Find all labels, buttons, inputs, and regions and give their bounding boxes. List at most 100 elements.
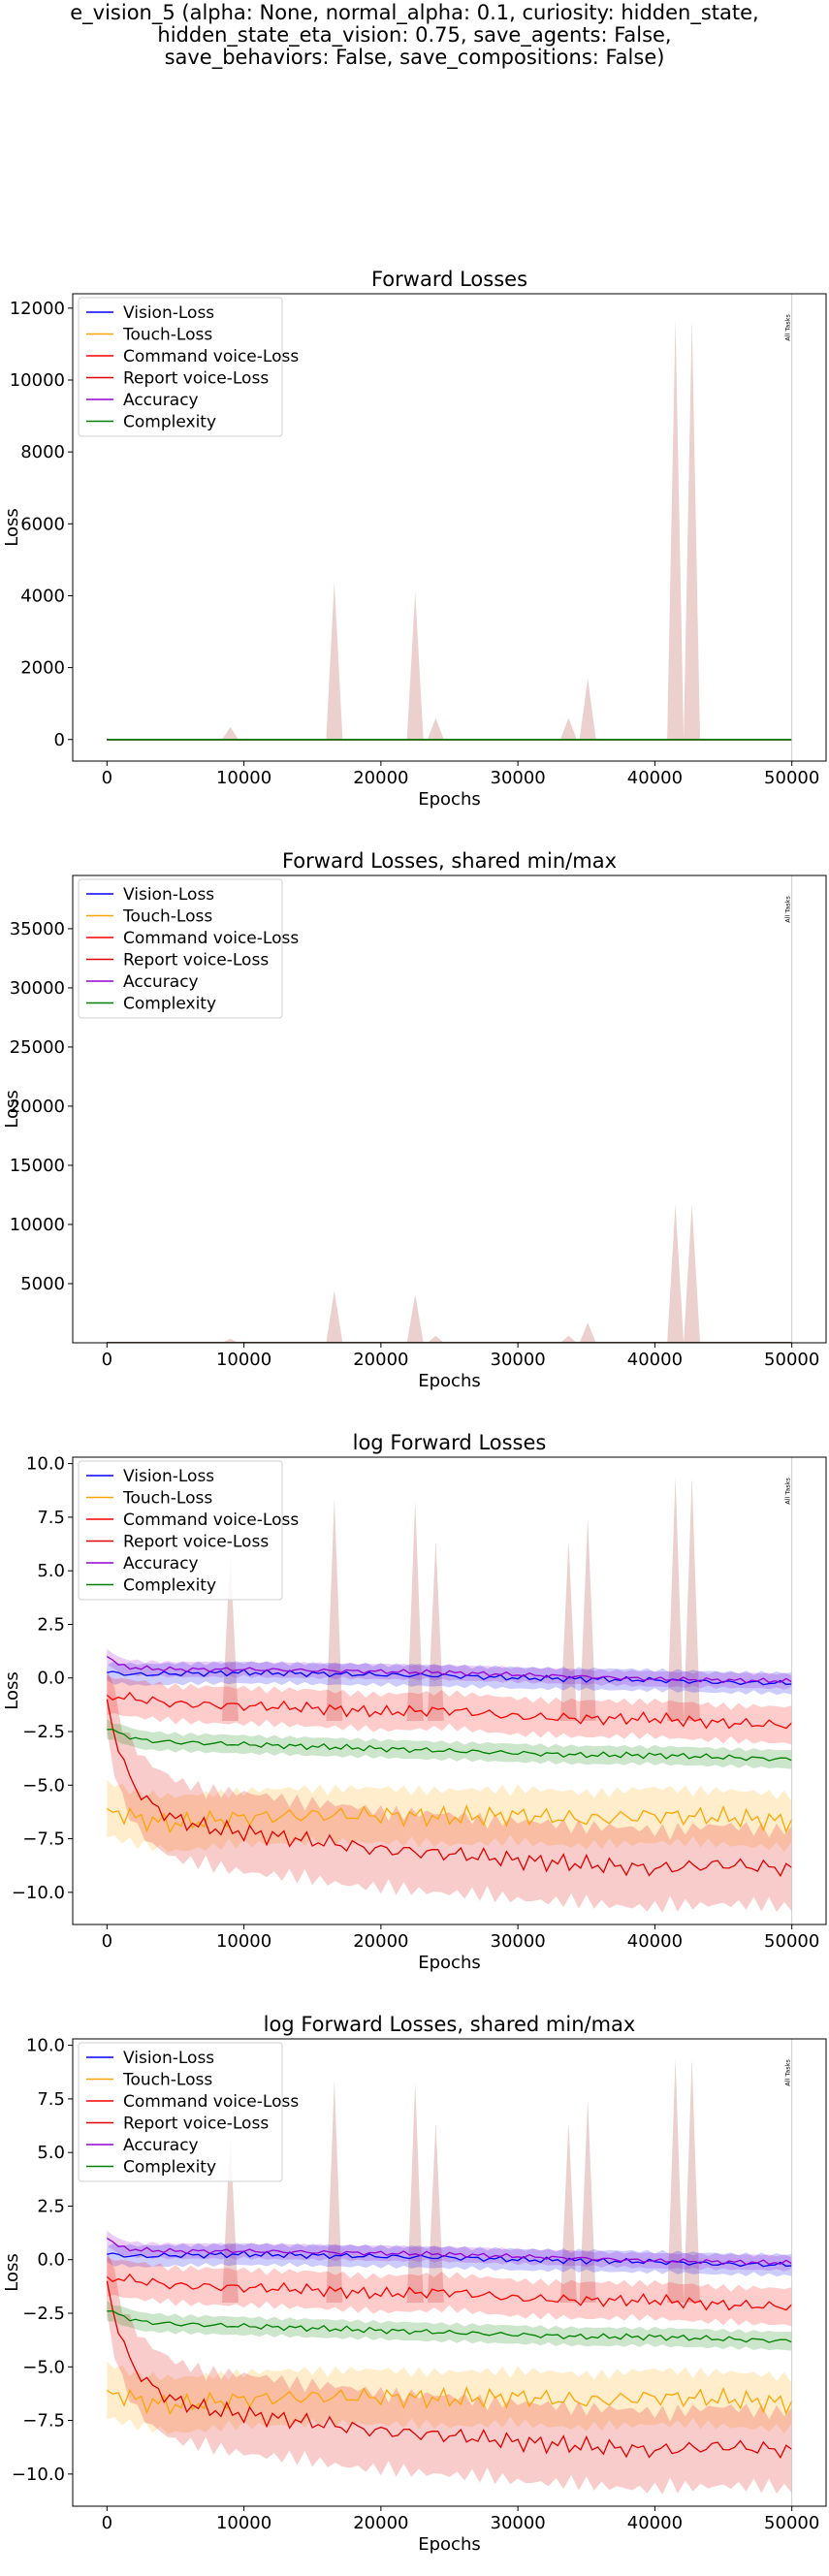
chart-title: Forward Losses (371, 268, 527, 291)
y-tick-label: 0.0 (37, 1669, 65, 1689)
task-vline-label: All Tasks (784, 314, 792, 341)
spike-5 (559, 1335, 577, 1343)
series-line-complexity (107, 2309, 792, 2343)
legend-entry: Command voice-Loss (123, 1511, 299, 1530)
plot-area (106, 1476, 793, 1913)
x-tick-label: 50000 (764, 1350, 819, 1370)
legend-entry: Report voice-Loss (123, 951, 269, 970)
series-line-command (106, 2273, 793, 2311)
x-tick-label: 10000 (216, 2513, 271, 2533)
band-command (107, 2256, 792, 2327)
task-vline-label: All Tasks (784, 896, 792, 923)
chart-title: log Forward Losses, shared min/max (264, 2013, 636, 2036)
band-complexity (107, 2301, 792, 2351)
spike-1 (222, 1338, 239, 1343)
spike-1 (222, 726, 239, 740)
y-tick-label: −5.0 (22, 1775, 65, 1796)
y-axis-label: Loss (2, 2253, 22, 2291)
legend-entry: Touch-Loss (122, 1489, 212, 1509)
y-tick-label: 2.5 (37, 1614, 65, 1635)
spike-7 (667, 1476, 685, 1721)
x-tick-label: 0 (102, 768, 112, 788)
spike-3 (406, 591, 424, 740)
y-tick-label: −7.5 (22, 1829, 65, 1850)
x-axis-label: Epochs (418, 789, 481, 810)
x-tick-label: 50000 (764, 1931, 819, 1952)
spike-7 (667, 2057, 685, 2303)
y-tick-label: 10000 (10, 1215, 65, 1235)
legend-entry: Accuracy (123, 2136, 199, 2155)
x-axis-label: Epochs (418, 1953, 481, 1973)
legend-entry: Complexity (123, 1576, 216, 1596)
y-tick-label: −2.5 (22, 2304, 65, 2324)
series-line-touch (106, 2386, 793, 2416)
chart-title: log Forward Losses (353, 1431, 547, 1454)
y-tick-label: 7.5 (37, 2089, 65, 2110)
legend-entry: Command voice-Loss (123, 929, 299, 948)
legend-box (78, 878, 283, 1019)
figure-suptitle: e_vision_5 (alpha: None, normal_alpha: 0… (70, 1, 759, 69)
y-tick-label: 0.0 (37, 2250, 65, 2271)
x-tick-label: 30000 (491, 1350, 546, 1370)
chart-log-forward-losses: All Tasks 0 10000 20000 30000 40000 50000 −10.0… (2, 1431, 827, 1973)
legend-box (78, 2042, 283, 2182)
x-tick-label: 40000 (627, 1350, 683, 1370)
band-complexity (107, 1719, 792, 1769)
y-tick-label: −10.0 (12, 1883, 65, 1903)
series-line-accuracy (106, 1656, 793, 1684)
spike-8 (684, 1476, 700, 1721)
x-tick-label: 0 (102, 1931, 112, 1952)
series-line-complexity (107, 1728, 792, 1762)
legend-entry: Complexity (123, 995, 216, 1014)
spike-2 (326, 1498, 343, 1721)
spike-3 (406, 2082, 424, 2303)
spike-8 (684, 1204, 700, 1343)
y-axis-label: Loss (2, 1090, 22, 1128)
axes-frame (72, 1456, 827, 1925)
y-tick-label: 2.5 (37, 2196, 65, 2216)
y-tick-label: 2000 (20, 658, 65, 679)
spike-7 (667, 1204, 685, 1343)
legend-entry: Complexity (123, 2158, 216, 2178)
y-tick-label: 4000 (20, 586, 65, 606)
y-tick-label: −2.5 (22, 1722, 65, 1742)
x-tick-label: 0 (102, 1350, 112, 1370)
spike-6 (579, 2098, 596, 2303)
y-axis-label: Loss (2, 508, 22, 546)
y-tick-label: 10.0 (26, 1454, 65, 1475)
y-tick-label: 5000 (20, 1274, 65, 1294)
y-tick-label: 35000 (10, 919, 65, 939)
x-tick-label: 30000 (491, 1931, 546, 1952)
spike-8 (684, 2057, 700, 2303)
chart-title: Forward Losses, shared min/max (282, 849, 617, 873)
chart-forward-losses: All Tasks 0 10000 20000 30000 40000 50000 0 2000… (2, 268, 827, 810)
x-axis-label: Epochs (418, 1371, 481, 1391)
y-axis-label: Loss (2, 1671, 22, 1709)
x-tick-label: 40000 (627, 1931, 683, 1952)
axes-frame (72, 293, 827, 762)
x-tick-label: 20000 (353, 2513, 408, 2533)
x-tick-label: 10000 (216, 1931, 271, 1952)
legend-entry: Touch-Loss (122, 2071, 212, 2090)
y-tick-label: −5.0 (22, 2357, 65, 2377)
x-tick-label: 10000 (216, 768, 271, 788)
series-line-report (106, 1699, 793, 1878)
spike-3 (406, 1294, 424, 1343)
series-line-report (106, 2280, 793, 2460)
y-tick-label: 5.0 (37, 2143, 65, 2163)
task-vline-label: All Tasks (784, 1478, 792, 1505)
spike-4 (427, 1335, 444, 1343)
legend-entry: Vision-Loss (123, 1467, 214, 1486)
y-tick-label: 7.5 (37, 1508, 65, 1528)
plot-area (107, 319, 792, 741)
y-tick-label: 6000 (20, 514, 65, 534)
axes-frame (72, 2038, 827, 2507)
spike-1 (222, 2133, 239, 2303)
x-tick-label: 40000 (627, 2513, 683, 2533)
y-tick-label: 30000 (10, 978, 65, 999)
y-tick-label: 25000 (10, 1037, 65, 1058)
spike-8 (684, 319, 700, 740)
band-touch (107, 2361, 792, 2434)
